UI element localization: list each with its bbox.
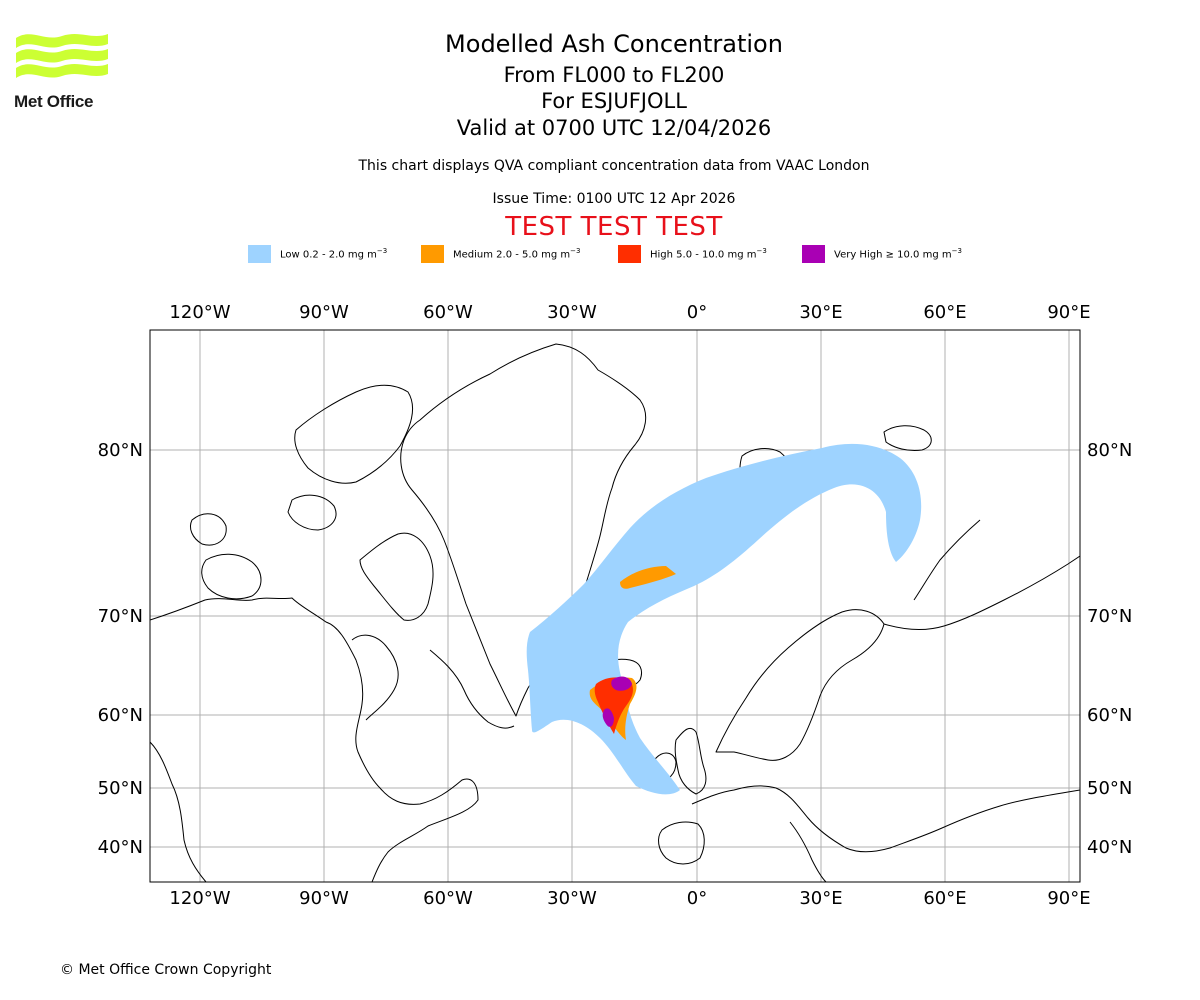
met-office-logo: Met Office: [14, 30, 110, 114]
coast-novaya-zemlya: [913, 519, 981, 601]
lon-label: 120°W: [169, 888, 230, 909]
legend: Low 0.2 - 2.0 mg m−3 Medium 2.0 - 5.0 mg…: [0, 244, 1200, 264]
legend-item-low: Low 0.2 - 2.0 mg m−3: [248, 244, 387, 264]
lon-label: 60°E: [923, 302, 966, 323]
coast-north-america: [150, 597, 479, 882]
legend-label-very-high: Very High ≥ 10.0 mg m−3: [834, 247, 962, 261]
coast-baffin-island: [359, 532, 434, 621]
coast-banks-island: [189, 513, 227, 546]
lon-label: 90°E: [1047, 302, 1090, 323]
valid-time: Valid at 0700 UTC 12/04/2026: [456, 116, 772, 140]
test-banner: TEST TEST TEST: [505, 212, 723, 242]
lon-label: 60°W: [423, 302, 473, 323]
lat-labels-left: 80°N 70°N 60°N 50°N 40°N: [98, 440, 143, 858]
ash-high: [594, 677, 633, 734]
legend-swatch-very-high: [802, 245, 825, 263]
lon-label: 60°E: [923, 888, 966, 909]
lat-label: 70°N: [98, 606, 143, 627]
coast-iberia: [658, 821, 705, 865]
lon-label: 90°W: [299, 302, 349, 323]
coast-ellesmere-island: [294, 384, 413, 484]
lon-labels-top: 120°W 90°W 60°W 30°W 0° 30°E 60°E 90°E: [169, 302, 1090, 323]
coast-victoria-island: [201, 553, 262, 600]
copyright: © Met Office Crown Copyright: [60, 962, 272, 978]
lat-labels-right: 80°N 70°N 60°N 50°N 40°N: [1087, 440, 1132, 858]
coastlines: [150, 343, 1080, 882]
legend-label-high: High 5.0 - 10.0 mg m−3: [650, 247, 767, 261]
coast-europe-asia: [691, 785, 1080, 853]
lon-label: 90°E: [1047, 888, 1090, 909]
logo-text: Met Office: [14, 92, 94, 111]
volcano-name: For ESJUFJOLL: [541, 89, 687, 113]
lon-label: 90°W: [299, 888, 349, 909]
lat-label: 40°N: [98, 837, 143, 858]
lon-label: 0°: [687, 302, 707, 323]
lon-labels-bottom: 120°W 90°W 60°W 30°W 0° 30°E 60°E 90°E: [169, 888, 1090, 909]
lon-label: 120°W: [169, 302, 230, 323]
legend-item-very-high: Very High ≥ 10.0 mg m−3: [802, 244, 962, 264]
lon-label: 30°E: [799, 888, 842, 909]
lat-label: 60°N: [98, 705, 143, 726]
coast-devon-island: [287, 494, 337, 531]
coast-italy: [789, 821, 827, 882]
legend-swatch-medium: [421, 245, 444, 263]
coast-franz-josef: [883, 425, 932, 451]
legend-label-medium: Medium 2.0 - 5.0 mg m−3: [453, 247, 581, 261]
coast-scandinavia: [715, 609, 885, 761]
legend-item-high: High 5.0 - 10.0 mg m−3: [618, 244, 767, 264]
issue-time: Issue Time: 0100 UTC 12 Apr 2026: [492, 191, 736, 207]
legend-label-low: Low 0.2 - 2.0 mg m−3: [280, 247, 388, 261]
coast-britain: [674, 727, 707, 795]
lon-label: 30°E: [799, 302, 842, 323]
met-office-waves-icon: [16, 34, 108, 78]
lat-label: 70°N: [1087, 606, 1132, 627]
lon-label: 30°W: [547, 888, 597, 909]
legend-swatch-low: [248, 245, 271, 263]
ash-map: 120°W 90°W 60°W 30°W 0° 30°E 60°E 90°E 1…: [98, 302, 1133, 909]
lat-label: 40°N: [1087, 837, 1132, 858]
flight-levels: From FL000 to FL200: [503, 63, 725, 87]
coast-hudson-bay: [351, 634, 399, 721]
legend-item-medium: Medium 2.0 - 5.0 mg m−3: [421, 244, 580, 264]
lat-label: 80°N: [1087, 440, 1132, 461]
lat-label: 80°N: [98, 440, 143, 461]
ash-very-high: [602, 676, 632, 727]
lat-label: 50°N: [98, 778, 143, 799]
coast-labrador: [429, 649, 515, 729]
lon-label: 0°: [687, 888, 707, 909]
lon-label: 60°W: [423, 888, 473, 909]
map-frame: [149, 329, 1081, 883]
compliance-note: This chart displays QVA compliant concen…: [358, 158, 870, 174]
lon-label: 30°W: [547, 302, 597, 323]
legend-swatch-high: [618, 245, 641, 263]
lat-label: 50°N: [1087, 778, 1132, 799]
coast-north-america-west: [150, 741, 207, 882]
coast-russia-north: [883, 555, 1080, 631]
lat-label: 60°N: [1087, 705, 1132, 726]
page-title: Modelled Ash Concentration: [445, 30, 783, 58]
ash-plume: [526, 443, 922, 795]
